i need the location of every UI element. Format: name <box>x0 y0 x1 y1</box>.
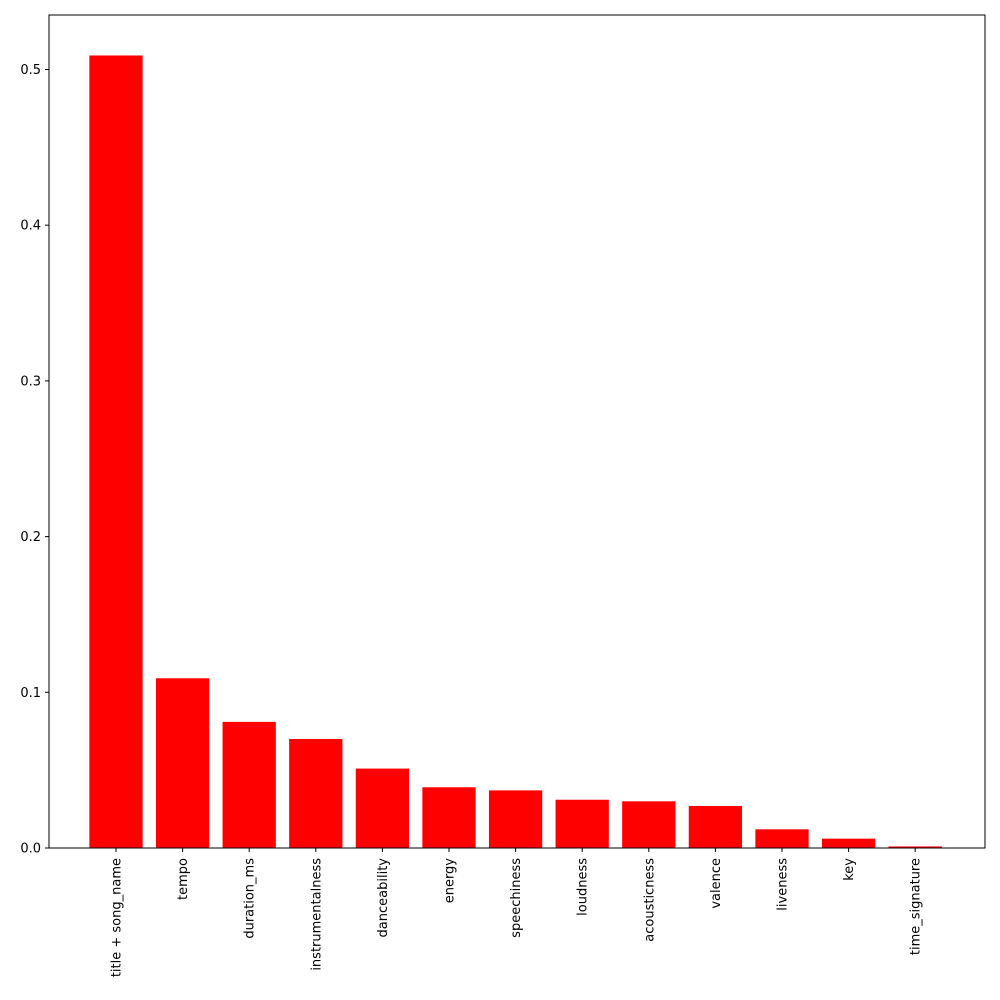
bar <box>289 739 343 848</box>
bar <box>355 768 410 848</box>
x-tick-label: time_signature <box>909 858 924 955</box>
bar <box>89 55 143 849</box>
x-tick-label: liveness <box>776 858 791 911</box>
bar <box>888 846 942 848</box>
bar <box>488 790 543 848</box>
y-tick-label: 0.3 <box>20 374 41 389</box>
bar <box>622 801 676 848</box>
bar <box>422 787 476 848</box>
bar <box>222 721 276 848</box>
y-tick-label: 0.1 <box>20 686 41 701</box>
y-tick-label: 0.0 <box>20 842 41 857</box>
x-tick-label: acousticness <box>642 858 657 942</box>
y-tick-label: 0.4 <box>20 219 41 234</box>
bar <box>688 805 743 848</box>
x-tick-label: energy <box>443 858 458 904</box>
x-tick-label: key <box>842 858 857 881</box>
x-tick-label: title + song_name <box>110 858 125 977</box>
bar <box>555 799 609 848</box>
x-tick-label: valence <box>709 858 724 909</box>
x-tick-label: instrumentalness <box>309 858 324 971</box>
x-tick-label: duration_ms <box>243 858 258 939</box>
bar <box>821 838 876 848</box>
bar <box>155 678 210 848</box>
x-tick-label: speechiness <box>509 858 524 938</box>
bar <box>755 829 809 848</box>
y-tick-label: 0.5 <box>20 63 41 78</box>
x-tick-label: tempo <box>176 858 191 900</box>
plot-frame <box>48 14 986 849</box>
x-tick-label: loudness <box>576 858 591 916</box>
y-tick-label: 0.2 <box>20 530 41 545</box>
x-tick-label: danceability <box>376 858 391 938</box>
